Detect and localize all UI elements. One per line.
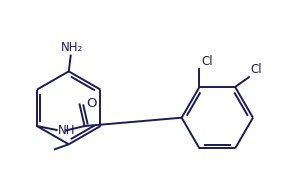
Text: Cl: Cl bbox=[250, 63, 262, 76]
Text: NH₂: NH₂ bbox=[61, 41, 83, 54]
Text: O: O bbox=[86, 97, 97, 110]
Text: NH: NH bbox=[58, 124, 75, 137]
Text: Cl: Cl bbox=[201, 55, 213, 68]
